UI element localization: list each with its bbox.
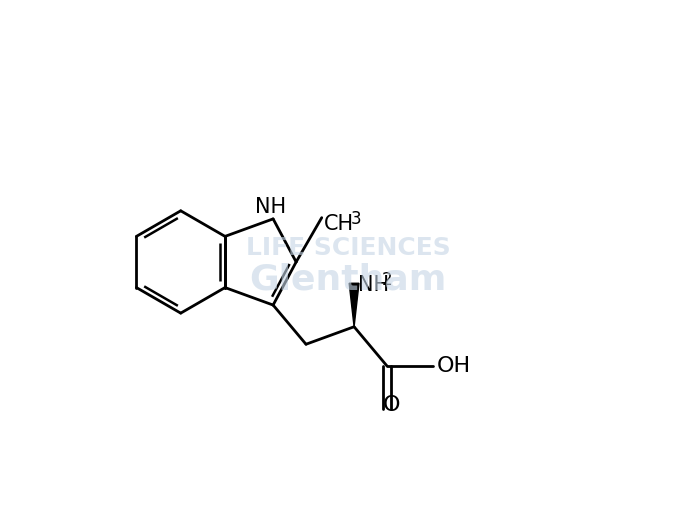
Text: OH: OH (437, 356, 471, 376)
Text: NH: NH (358, 276, 389, 295)
Text: LIFE SCIENCES: LIFE SCIENCES (246, 236, 450, 260)
Text: 2: 2 (382, 271, 393, 290)
Text: CH: CH (324, 214, 354, 233)
Text: NH: NH (255, 197, 286, 217)
Text: 3: 3 (350, 210, 361, 228)
Polygon shape (349, 283, 359, 327)
Text: O: O (383, 395, 401, 415)
Text: Glentham: Glentham (249, 263, 447, 297)
